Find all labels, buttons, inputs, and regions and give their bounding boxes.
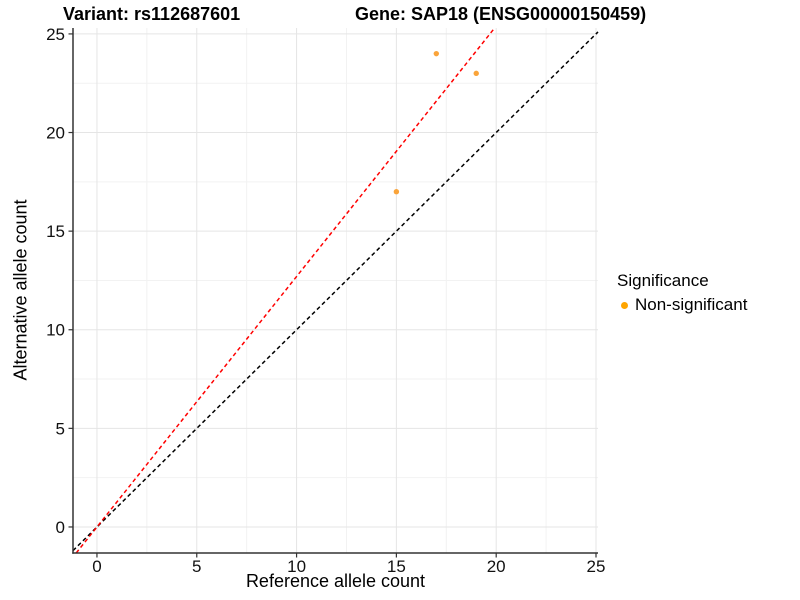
x-tick-label: 5 xyxy=(192,557,201,576)
y-tick-label: 20 xyxy=(46,124,65,143)
x-tick-label: 15 xyxy=(387,557,406,576)
allelic-ratio-line xyxy=(75,27,496,554)
legend: Significance Non-significant xyxy=(617,271,747,315)
legend-title: Significance xyxy=(617,271,709,290)
data-point xyxy=(433,50,440,57)
x-axis-title: Reference allele count xyxy=(245,571,426,591)
variant-title: Variant: rs112687601 xyxy=(63,4,241,24)
x-tick-label: 0 xyxy=(92,557,101,576)
gene-title: Gene: SAP18 (ENSG00000150459) xyxy=(355,4,647,24)
x-tick-label: 20 xyxy=(487,557,506,576)
y-tick-label: 0 xyxy=(56,518,65,537)
legend-point-icon xyxy=(621,301,628,309)
y-tick-label: 5 xyxy=(56,419,65,438)
y-axis-title: Alternative allele count xyxy=(10,199,31,381)
identity-line xyxy=(72,31,599,552)
y-tick-label: 25 xyxy=(46,25,65,44)
y-tick-label: 10 xyxy=(46,321,65,340)
y-tick-label: 15 xyxy=(46,222,65,241)
x-tick-label: 10 xyxy=(287,557,306,576)
x-tick-label: 25 xyxy=(587,557,606,576)
data-point xyxy=(473,70,479,77)
data-point xyxy=(393,188,400,195)
legend-item-label: Non-significant xyxy=(635,295,748,314)
legend-item-non-significant: Non-significant xyxy=(617,295,747,315)
